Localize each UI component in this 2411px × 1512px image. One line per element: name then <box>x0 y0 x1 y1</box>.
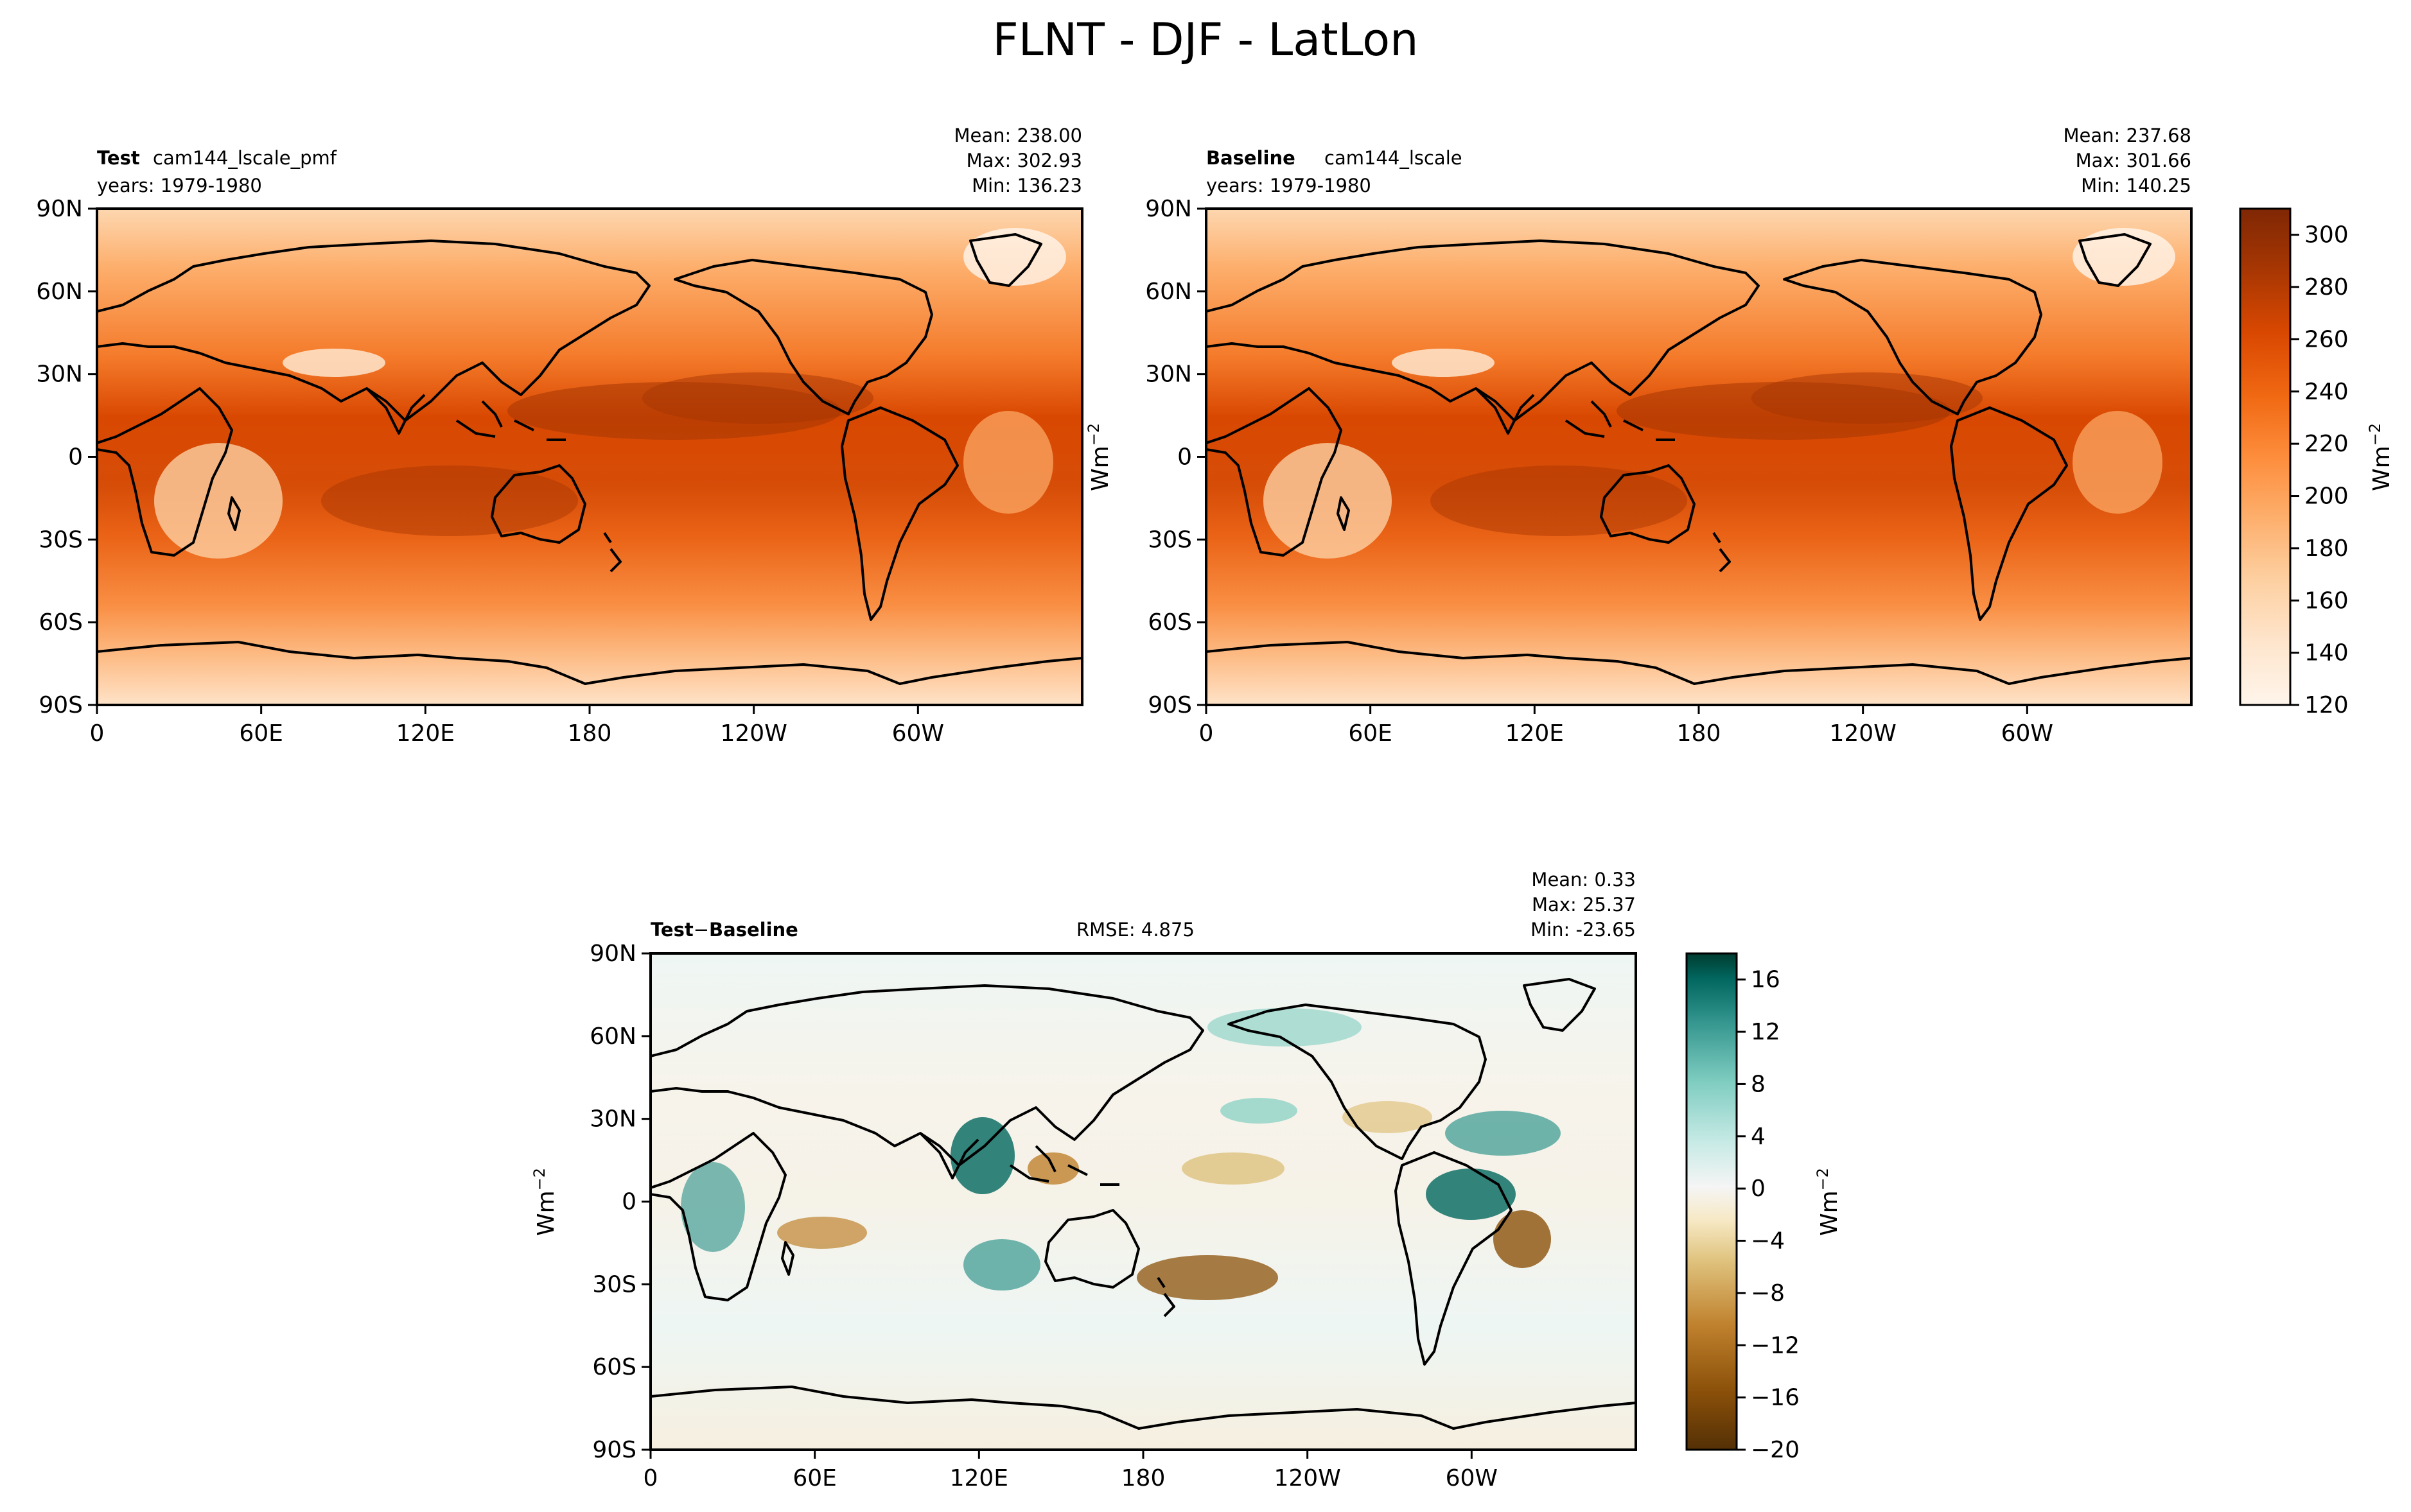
test-map-field <box>97 209 1082 705</box>
seq-colorbar-tick-label: 160 <box>2304 587 2349 614</box>
test-years: years: 1979-1980 <box>97 175 262 196</box>
baseline-max: Max: 301.66 <box>2076 150 2191 171</box>
seq-colorbar-tick-label: 240 <box>2304 379 2349 405</box>
div-colorbar-tick-label: −16 <box>1751 1385 1800 1411</box>
seq-colorbar-tick-label: 200 <box>2304 483 2349 510</box>
panel-difference: Test−Baseline RMSE: 4.875 Mean: 0.33 Max… <box>530 869 1637 1491</box>
seq-colorbar-tick-label: 220 <box>2304 431 2349 457</box>
baseline-y-tick-label: 60S <box>1148 609 1192 636</box>
seq-colorbar-tick-label: 120 <box>2304 692 2349 718</box>
top-left-units-label: Wm−2 <box>1085 423 1114 491</box>
diff-label: Test−Baseline <box>651 919 798 941</box>
diff-x-tick-label: 60W <box>1446 1465 1498 1491</box>
test-y-tick-label: 90S <box>39 692 83 718</box>
test-mean: Mean: 238.00 <box>954 125 1082 146</box>
baseline-y-tick-label: 60N <box>1145 279 1192 305</box>
diff-y-tick-label: 30N <box>590 1106 636 1133</box>
baseline-axis-ticks: 0 60E 120E 180 120W 60W 90N 60N 30N 0 30S 60S 90S <box>1145 196 2053 747</box>
div-colorbar-tick-label: −20 <box>1751 1437 1800 1463</box>
div-colorbar-tick-label: −8 <box>1751 1280 1785 1307</box>
seq-colorbar-tick-label: 280 <box>2304 274 2349 300</box>
div-colorbar-tick-label: 16 <box>1751 967 1780 993</box>
test-x-tick-label: 120E <box>396 720 455 747</box>
diff-y-tick-label: 90S <box>592 1437 636 1463</box>
diff-mean: Mean: 0.33 <box>1531 869 1636 891</box>
baseline-label-name: cam144_lscale <box>1324 147 1462 169</box>
diff-y-tick-label: 90N <box>590 941 636 967</box>
figure-title: FLNT - DJF - LatLon <box>992 13 1418 66</box>
diverging-colorbar: 16 12 8 4 0 −4 −8 −12 −16 −20 Wm−2 <box>1685 952 1843 1463</box>
diff-x-tick-label: 0 <box>644 1465 658 1491</box>
diverging-colorbar-units: Wm−2 <box>1814 1168 1843 1236</box>
baseline-x-tick-label: 60W <box>2001 720 2053 747</box>
test-label-name: cam144_lscale_pmf <box>153 147 337 169</box>
test-y-tick-label: 0 <box>68 444 83 471</box>
div-colorbar-tick-label: 4 <box>1751 1124 1766 1150</box>
seq-colorbar-tick-label: 300 <box>2304 222 2349 248</box>
sequential-colorbar-ticks: 120 140 160 180 200 220 240 260 280 300 <box>2290 222 2349 718</box>
test-y-tick-label: 30N <box>36 361 83 388</box>
baseline-x-tick-label: 60E <box>1348 720 1392 747</box>
diff-y-tick-label: 0 <box>622 1189 636 1215</box>
test-y-tick-label: 60S <box>39 609 83 636</box>
diff-x-tick-label: 120E <box>950 1465 1008 1491</box>
diff-y-tick-label: 60N <box>590 1023 636 1050</box>
baseline-y-tick-label: 90N <box>1145 196 1192 222</box>
baseline-x-tick-label: 120E <box>1505 720 1564 747</box>
baseline-y-tick-label: 30N <box>1145 361 1192 388</box>
div-colorbar-tick-label: −12 <box>1751 1332 1800 1359</box>
test-y-tick-label: 90N <box>36 196 83 222</box>
test-x-tick-label: 60E <box>239 720 283 747</box>
test-x-tick-label: 120W <box>721 720 787 747</box>
test-axis-ticks: 0 60E 120E 180 120W 60W 90N 60N 30N 0 30S 60S 90S <box>36 196 944 747</box>
baseline-mean: Mean: 237.68 <box>2064 125 2191 146</box>
difference-map-field <box>651 953 1636 1450</box>
difference-axis-ticks: 0 60E 120E 180 120W 60W 90N 60N 30N 0 30S 60S 90S <box>590 941 1498 1491</box>
panel-baseline: Baseline cam144_lscale years: 1979-1980 … <box>1145 125 2193 747</box>
seq-colorbar-tick-label: 180 <box>2304 535 2349 562</box>
diff-y-tick-label: 60S <box>592 1354 636 1380</box>
test-min: Min: 136.23 <box>972 175 1082 196</box>
test-x-tick-label: 180 <box>568 720 612 747</box>
div-colorbar-tick-label: −4 <box>1751 1228 1785 1255</box>
sequential-colorbar-units: Wm−2 <box>2366 423 2395 491</box>
test-y-tick-label: 30S <box>39 526 83 553</box>
baseline-years: years: 1979-1980 <box>1206 175 1371 196</box>
diff-max: Max: 25.37 <box>1532 894 1636 916</box>
baseline-map-field <box>1206 209 2191 705</box>
baseline-label-bold: Baseline <box>1206 147 1295 169</box>
test-label-bold: Test <box>97 147 140 169</box>
diff-min: Min: -23.65 <box>1530 919 1636 941</box>
baseline-y-tick-label: 90S <box>1148 692 1192 718</box>
sequential-colorbar: 120 140 160 180 200 220 240 260 280 300 Wm−2 <box>2239 207 2395 718</box>
baseline-x-tick-label: 120W <box>1830 720 1897 747</box>
test-y-tick-label: 60N <box>36 279 83 305</box>
diff-x-tick-label: 60E <box>793 1465 837 1491</box>
baseline-x-tick-label: 180 <box>1677 720 1721 747</box>
diff-y-tick-label: 30S <box>592 1271 636 1298</box>
diff-left-units-label: Wm−2 <box>530 1168 559 1236</box>
diverging-colorbar-ticks: 16 12 8 4 0 −4 −8 −12 −16 −20 <box>1737 967 1800 1463</box>
div-colorbar-tick-label: 8 <box>1751 1071 1766 1097</box>
seq-colorbar-tick-label: 140 <box>2304 640 2349 666</box>
test-x-tick-label: 60W <box>892 720 944 747</box>
seq-colorbar-tick-label: 260 <box>2304 326 2349 352</box>
div-colorbar-tick-label: 12 <box>1751 1019 1780 1045</box>
diff-x-tick-label: 180 <box>1121 1465 1166 1491</box>
test-max: Max: 302.93 <box>967 150 1082 171</box>
div-colorbar-tick-label: 0 <box>1751 1176 1766 1202</box>
panel-test: Test cam144_lscale_pmf years: 1979-1980 … <box>36 125 1083 747</box>
test-x-tick-label: 0 <box>90 720 105 747</box>
diff-rmse: RMSE: 4.875 <box>1076 919 1195 941</box>
baseline-min: Min: 140.25 <box>2081 175 2191 196</box>
diff-x-tick-label: 120W <box>1274 1465 1341 1491</box>
baseline-x-tick-label: 0 <box>1199 720 1214 747</box>
baseline-y-tick-label: 0 <box>1177 444 1192 471</box>
baseline-y-tick-label: 30S <box>1148 526 1192 553</box>
